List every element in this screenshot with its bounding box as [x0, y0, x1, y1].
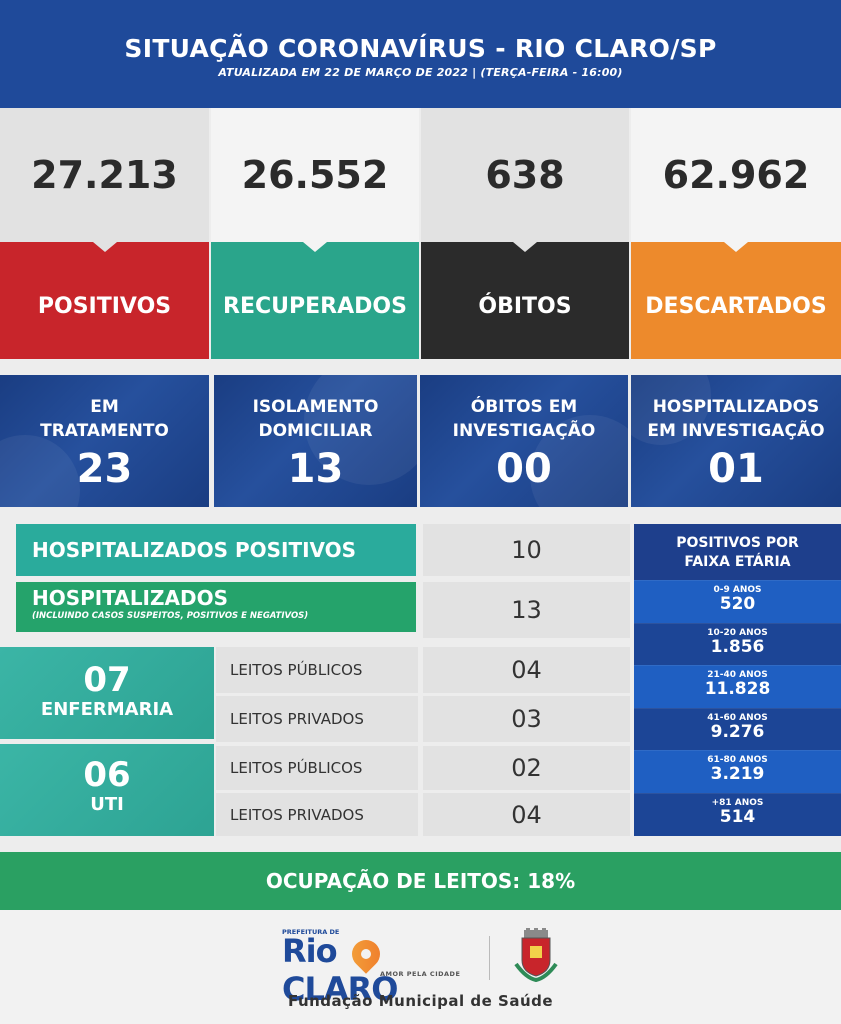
age-row: +81 ANOS 514: [634, 792, 841, 836]
status-label-line1: HOSPITALIZADOS: [652, 397, 820, 417]
age-range: +81 ANOS: [711, 797, 764, 808]
age-value: 514: [719, 806, 756, 827]
status-label-line2: EM INVESTIGAÇÃO: [647, 421, 825, 441]
status-em-tratamento: EM TRATAMENTO 23: [0, 375, 209, 507]
uti-privados-label: LEITOS PRIVADOS: [216, 793, 418, 836]
logo-tagline: AMOR PELA CIDADE: [380, 970, 461, 978]
enfermaria-publicos-value: 04: [423, 647, 630, 693]
hospitalizados-value: 13: [423, 582, 630, 638]
age-row: 61-80 ANOS 3.219: [634, 750, 841, 793]
status-value: 23: [76, 446, 133, 492]
status-value: 01: [708, 446, 764, 492]
status-label-line1: ISOLAMENTO: [252, 397, 379, 417]
counter-label: RECUPERADOS: [211, 242, 419, 359]
foundation-name: Fundação Municipal de Saúde: [287, 992, 554, 1010]
notch-arrow: [303, 242, 327, 252]
logo-wordmark: RioCLARO: [282, 932, 482, 1008]
age-range: 61-80 ANOS: [707, 755, 768, 766]
status-value: 00: [496, 446, 552, 492]
status-value: 13: [287, 446, 344, 492]
age-range: 21-40 ANOS: [707, 670, 768, 681]
age-range: 41-60 ANOS: [707, 712, 768, 723]
age-row: 21-40 ANOS 11.828: [634, 665, 841, 708]
notch-arrow: [513, 242, 537, 252]
hospitalizados-label: HOSPITALIZADOS: [32, 586, 228, 610]
enfermaria-publicos-label: LEITOS PÚBLICOS: [216, 647, 418, 693]
age-value: 1.856: [710, 636, 765, 657]
age-row: 10-20 ANOS 1.856: [634, 622, 841, 666]
enfermaria-privados-label: LEITOS PRIVADOS: [216, 696, 418, 742]
age-row: 0-9 ANOS 520: [634, 580, 841, 623]
hospitalizados-positivos-value: 10: [423, 524, 630, 576]
age-value: 11.828: [704, 679, 771, 700]
footer: PREFEITURA DE RioCLARO AMOR PELA CIDADE …: [0, 910, 841, 1024]
age-value: 9.276: [710, 721, 765, 742]
uti-publicos-value: 02: [423, 746, 630, 790]
faixa-etaria-panel: POSITIVOS POR FAIXA ETÁRIA 0-9 ANOS 520 …: [634, 524, 841, 836]
uti-privados-value: 04: [423, 793, 630, 836]
uti-publicos-label: LEITOS PÚBLICOS: [216, 746, 418, 790]
age-value: 3.219: [710, 764, 765, 785]
status-label-line2: DOMICILIAR: [258, 421, 373, 441]
status-label-line1: ÓBITOS EM: [470, 397, 578, 417]
coat-of-arms-icon: [514, 928, 558, 982]
enfermaria-block: 07 ENFERMARIA: [0, 647, 214, 739]
faixa-etaria-title: POSITIVOS POR FAIXA ETÁRIA: [634, 524, 841, 580]
status-isolamento-domiciliar: ISOLAMENTO DOMICILIAR 13: [214, 375, 417, 507]
faixa-etaria-title-line1: POSITIVOS POR: [676, 535, 799, 551]
enfermaria-privados-value: 03: [423, 696, 630, 742]
status-label-line2: TRATAMENTO: [40, 421, 169, 441]
enfermaria-total: 07: [83, 660, 131, 700]
ocupacao-leitos: OCUPAÇÃO DE LEITOS: 18%: [0, 852, 841, 910]
hospitalizados-note: (INCLUINDO CASOS SUSPEITOS, POSITIVOS E …: [32, 611, 309, 621]
logo-name-claro: CLARO: [282, 970, 398, 1008]
hospitalizados-positivos-label: HOSPITALIZADOS POSITIVOS: [16, 524, 416, 576]
age-range: 0-9 ANOS: [713, 585, 762, 595]
status-label-line1: EM: [90, 397, 119, 417]
counter-descartados: 62.962 DESCARTADOS: [631, 108, 841, 359]
age-row: 41-60 ANOS 9.276: [634, 707, 841, 751]
hospitalizados-label-box: HOSPITALIZADOS (INCLUINDO CASOS SUSPEITO…: [16, 582, 416, 632]
counter-value: 26.552: [211, 108, 419, 242]
status-hospitalizados-investigacao: HOSPITALIZADOS EM INVESTIGAÇÃO 01: [631, 375, 841, 507]
age-value: 520: [719, 594, 756, 614]
status-obitos-investigacao: ÓBITOS EM INVESTIGAÇÃO 00: [420, 375, 628, 507]
age-range: 10-20 ANOS: [707, 627, 768, 638]
uti-total: 06: [83, 755, 131, 795]
virus-decoration: [304, 375, 417, 485]
counter-value: 62.962: [631, 108, 841, 242]
counter-label: ÓBITOS: [421, 242, 629, 359]
counter-label: POSITIVOS: [0, 242, 209, 359]
notch-arrow: [92, 242, 117, 252]
counter-value: 638: [421, 108, 629, 242]
update-subtitle: ATUALIZADA EM 22 DE MARÇO DE 2022 | (TER…: [218, 66, 623, 79]
counter-positivos: 27.213 POSITIVOS: [0, 108, 209, 359]
logo-prefix: PREFEITURA DE: [282, 928, 340, 936]
uti-block: 06 UTI: [0, 744, 214, 836]
logo-name-rio: Rio: [282, 932, 338, 970]
faixa-etaria-title-line2: FAIXA ETÁRIA: [684, 554, 791, 570]
status-label-line2: INVESTIGAÇÃO: [452, 421, 596, 441]
counter-obitos: 638 ÓBITOS: [421, 108, 629, 359]
logo-divider: [489, 936, 490, 980]
counter-label: DESCARTADOS: [631, 242, 841, 359]
counter-recuperados: 26.552 RECUPERADOS: [211, 108, 419, 359]
rio-claro-logo: PREFEITURA DE RioCLARO AMOR PELA CIDADE: [282, 928, 482, 1008]
page-title: SITUAÇÃO CORONAVÍRUS - RIO CLARO/SP: [124, 34, 717, 63]
counter-value: 27.213: [0, 108, 209, 242]
uti-name: UTI: [90, 794, 124, 815]
header: SITUAÇÃO CORONAVÍRUS - RIO CLARO/SP ATUA…: [0, 0, 841, 108]
notch-arrow: [724, 242, 748, 252]
enfermaria-name: ENFERMARIA: [40, 699, 174, 720]
